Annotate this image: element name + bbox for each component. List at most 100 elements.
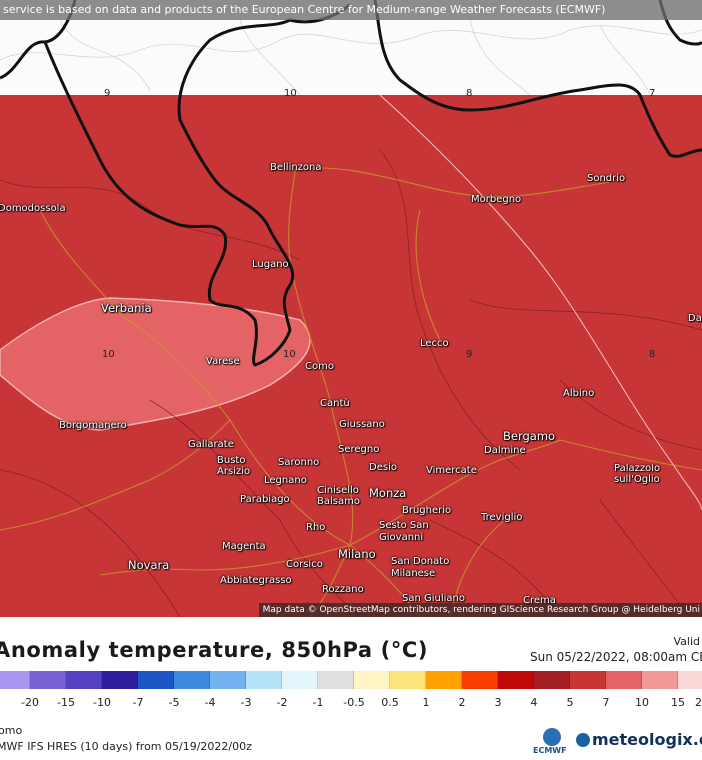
color-scale-label: -20 [21,696,39,709]
city-label: Busto Arsizio [217,455,251,477]
color-scale-cell [390,671,426,689]
city-label: Da [688,313,702,324]
city-label: Dalmine [484,445,526,456]
city-label: Seregno [338,444,380,455]
color-scale-cell [570,671,606,689]
color-scale-cell [138,671,174,689]
isoline-label: 10 [284,88,297,99]
city-label: Bellinzona [270,162,322,173]
color-scale-cell [606,671,642,689]
color-scale-label: 1 [422,696,430,709]
data-source-banner: service is based on data and products of… [0,0,702,20]
railway-line [379,94,702,511]
color-scale-cell [282,671,318,689]
color-scale-cell [0,671,30,689]
color-scale-cell [66,671,102,689]
city-label: San Giuliano [402,593,465,604]
city-label: Sondrio [587,173,626,184]
city-label: Cinisello Balsamo [317,485,360,507]
color-scale-label: -10 [93,696,111,709]
valid-label: Valid [673,635,700,648]
color-scale-cell [210,671,246,689]
color-scale-label: 2 [458,696,466,709]
city-label: San Donato Milanese [391,556,450,579]
color-scale-bar [0,671,702,689]
color-scale-label: -3 [240,696,252,709]
map-attribution[interactable]: Map data © OpenStreetMap contributors, r… [258,603,702,617]
city-label: Rozzano [322,584,364,595]
color-scale-label: 5 [566,696,574,709]
color-scale-cell [462,671,498,689]
city-label: Albino [563,388,595,399]
color-scale-label: 15 [671,696,685,709]
color-scale-label: 3 [494,696,502,709]
color-scale-cell [426,671,462,689]
isoline-label: 7 [649,88,656,99]
city-label: Gallarate [188,439,234,450]
city-label: Como [305,361,334,372]
color-scale-label: -2 [276,696,288,709]
color-scale-label: -7 [132,696,144,709]
color-scale-cell [174,671,210,689]
map-title: Anomaly temperature, 850hPa (°C) [0,638,429,662]
color-scale-cell [354,671,390,689]
color-scale-label: 10 [635,696,649,709]
city-label: Domodossola [0,203,66,214]
city-label: Magenta [222,541,266,552]
city-label: Palazzolo sull'Oglio [614,463,661,485]
ecmwf-logo-icon [543,728,561,746]
city-label: Sesto San Giovanni [379,520,429,543]
city-label: Parabiago [240,494,290,505]
color-scale-cell [642,671,678,689]
isoline-label: 8 [649,349,656,360]
color-scale-label: 4 [530,696,538,709]
city-label: Treviglio [481,512,523,523]
color-scale-cell [246,671,282,689]
city-label: Legnano [264,475,307,486]
color-scale-label: -15 [57,696,75,709]
city-label: Monza [369,486,407,500]
city-label: Brugherio [402,505,452,516]
meteologix-logo[interactable]: meteologix.co [576,730,702,749]
map-canvas [0,0,702,617]
color-scale-label: 20 [695,696,702,709]
city-label: Corsico [286,559,323,570]
city-label: Desio [369,462,397,473]
weather-map[interactable]: service is based on data and products of… [0,0,702,617]
isoline-label: 9 [466,349,473,360]
road-network [0,167,702,617]
color-scale-label: 7 [602,696,610,709]
city-label: Borgomanero [59,420,127,431]
globe-icon [576,732,590,747]
color-scale-label: -5 [168,696,180,709]
location-name: omo [0,724,23,737]
city-label: Lugano [252,259,289,270]
city-label: Lecco [420,338,449,349]
color-scale-cell [498,671,534,689]
city-label: Morbegno [471,194,522,205]
city-label: Milano [338,547,376,561]
city-label: Verbania [101,301,152,315]
anomaly-fill-10-15 [0,297,311,431]
model-run-info: MWF IFS HRES (10 days) from 05/19/2022/0… [0,740,252,753]
isoline-label: 9 [104,88,111,99]
color-scale-label: -0.5 [343,696,365,709]
meteologix-logo-text: meteologix.co [592,730,702,749]
city-label: Abbiategrasso [220,575,292,586]
valid-date: Sun 05/22/2022, 08:00am CE [530,650,702,664]
color-scale-cell [318,671,354,689]
city-label: Crema [523,595,556,606]
color-scale-cell [534,671,570,689]
isoline-label: 8 [466,88,473,99]
color-scale-cell [102,671,138,689]
ecmwf-logo-text: ECMWF [533,746,567,755]
isoline-label: 10 [102,349,115,360]
color-scale-cell [678,671,702,689]
isoline-label: 10 [283,349,296,360]
city-label: Cantù [320,398,350,409]
color-scale-label: -4 [204,696,216,709]
ecmwf-logo[interactable]: ECMWF [531,728,575,760]
color-scale-label: -1 [312,696,324,709]
city-label: Novara [128,558,170,572]
city-label: Giussano [339,419,385,430]
